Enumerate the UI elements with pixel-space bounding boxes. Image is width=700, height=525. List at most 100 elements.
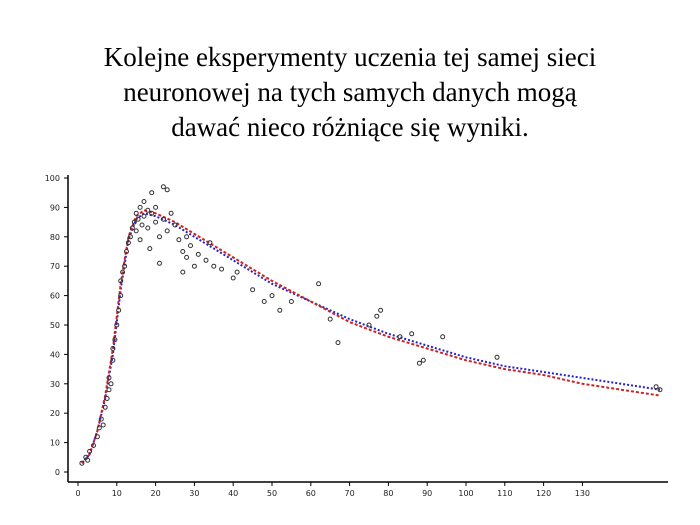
data-point xyxy=(277,307,283,313)
data-point xyxy=(139,222,145,228)
data-point xyxy=(203,257,209,263)
y-tick-label: 30 xyxy=(50,380,60,389)
slide-title: Kolejne eksperymenty uczenia tej samej s… xyxy=(30,40,670,145)
data-point xyxy=(164,228,170,234)
data-point xyxy=(494,354,500,360)
data-point xyxy=(409,331,415,337)
x-tick-label: 110 xyxy=(497,489,512,498)
data-point xyxy=(108,381,114,387)
data-point xyxy=(234,269,240,275)
data-point xyxy=(172,222,178,228)
x-tick-label: 30 xyxy=(189,489,199,498)
x-tick-label: 60 xyxy=(306,489,316,498)
data-point xyxy=(137,204,143,210)
data-point xyxy=(176,237,182,243)
data-point xyxy=(157,260,162,266)
data-point xyxy=(211,263,217,269)
data-point xyxy=(141,213,147,219)
x-tick-label: 90 xyxy=(422,489,432,498)
data-point xyxy=(657,387,663,393)
data-point xyxy=(191,263,197,269)
x-tick-label: 50 xyxy=(267,489,277,498)
x-tick-label: 70 xyxy=(345,489,355,498)
x-tick-label: 20 xyxy=(151,489,161,498)
data-point xyxy=(149,210,155,216)
data-point xyxy=(110,357,116,363)
data-point xyxy=(87,448,93,454)
data-point xyxy=(106,387,112,393)
data-point xyxy=(653,384,659,390)
data-point xyxy=(145,225,151,231)
data-point xyxy=(127,234,133,240)
data-point xyxy=(129,225,135,231)
fit-curve-1 xyxy=(81,212,661,464)
data-point xyxy=(188,243,193,249)
data-point xyxy=(160,216,166,222)
data-point xyxy=(137,237,143,243)
data-point xyxy=(153,204,159,210)
data-point xyxy=(85,457,91,463)
data-point xyxy=(118,278,124,284)
data-point xyxy=(131,219,137,225)
data-point xyxy=(269,293,275,299)
data-point xyxy=(135,216,141,222)
data-point xyxy=(180,269,186,275)
y-tick-label: 100 xyxy=(45,174,60,183)
data-point xyxy=(420,357,426,363)
data-point xyxy=(79,460,85,466)
data-point xyxy=(374,313,380,319)
data-point xyxy=(116,307,122,313)
data-point xyxy=(230,275,236,281)
data-point xyxy=(96,425,102,431)
data-point xyxy=(133,228,139,234)
data-point xyxy=(250,287,256,293)
data-point xyxy=(133,210,139,216)
y-tick-label: 70 xyxy=(50,262,60,271)
data-point xyxy=(416,360,422,366)
data-point xyxy=(184,234,190,240)
data-point xyxy=(106,375,112,381)
title-line-1: Kolejne eksperymenty uczenia tej samej s… xyxy=(103,42,597,72)
data-point xyxy=(118,293,124,299)
data-point xyxy=(114,322,120,328)
data-point xyxy=(91,443,96,448)
data-point xyxy=(316,281,322,287)
y-tick-label: 90 xyxy=(50,203,60,212)
data-point xyxy=(288,299,294,304)
data-point xyxy=(160,184,166,190)
data-point xyxy=(219,266,225,272)
title-line-3: dawać nieco różniące się wyniki. xyxy=(171,112,529,142)
data-point xyxy=(397,334,403,340)
data-point xyxy=(141,199,147,204)
title-line-2: neuronowej na tych samych danych mogą xyxy=(123,77,577,107)
data-point xyxy=(164,187,170,193)
data-point xyxy=(98,416,104,422)
data-point xyxy=(147,246,153,252)
y-tick-label: 0 xyxy=(55,468,60,477)
data-point xyxy=(180,249,186,254)
data-point xyxy=(195,251,201,257)
data-point xyxy=(94,434,100,440)
y-tick-label: 80 xyxy=(50,233,60,242)
data-point xyxy=(153,219,159,225)
data-point xyxy=(327,316,333,322)
y-tick-label: 20 xyxy=(50,409,60,418)
data-point xyxy=(145,207,151,213)
data-point xyxy=(102,404,108,410)
data-point xyxy=(184,254,190,260)
x-tick-label: 100 xyxy=(458,489,473,498)
data-point xyxy=(112,337,118,343)
data-point xyxy=(124,249,129,254)
data-point xyxy=(149,190,155,196)
y-tick-label: 40 xyxy=(50,350,60,359)
data-point xyxy=(125,240,131,246)
y-tick-label: 60 xyxy=(50,292,60,301)
data-point xyxy=(120,269,126,275)
data-point xyxy=(110,346,116,351)
x-tick-label: 0 xyxy=(75,489,80,498)
data-point xyxy=(104,396,110,401)
x-tick-label: 40 xyxy=(228,489,238,498)
data-point xyxy=(335,340,341,346)
x-tick-label: 80 xyxy=(383,489,393,498)
